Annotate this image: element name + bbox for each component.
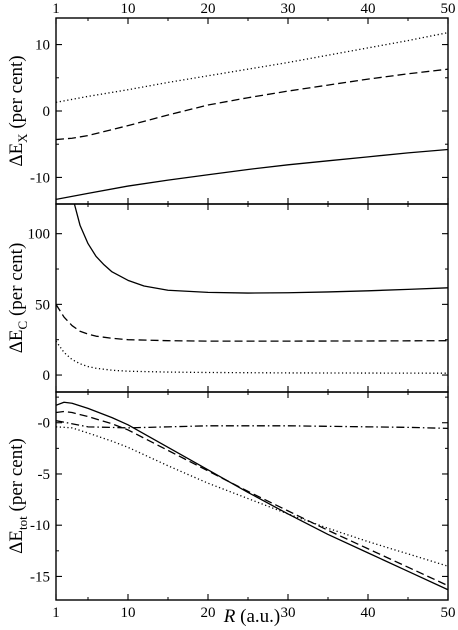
y-axis-label-main: ΔE	[6, 530, 27, 554]
y-tick-label: -5	[38, 467, 51, 483]
x-tick-label: 1	[52, 605, 60, 621]
series-solid-line	[73, 204, 448, 294]
y-axis-label: ΔEC (per cent)	[6, 243, 30, 354]
series-dotted-line	[56, 426, 448, 567]
series-dashed-line	[56, 304, 448, 342]
x-tick-label: 50	[441, 1, 456, 17]
series-dotted-line	[56, 31, 448, 103]
y-axis-label-subscript: X	[15, 133, 30, 143]
y-axis-label: ΔEtot (per cent)	[6, 438, 30, 554]
x-tick-label: 10	[121, 605, 136, 621]
y-tick-label: 0	[43, 104, 51, 120]
y-tick-label: 0	[43, 368, 51, 384]
series-dashed-line	[56, 68, 448, 141]
y-axis-label-subscript: C	[15, 321, 30, 330]
y-tick-label: -10	[30, 518, 50, 534]
y-axis-label-subscript: tot	[15, 516, 30, 530]
x-tick-label: 20	[201, 1, 216, 17]
series-solid-line	[56, 401, 448, 591]
y-tick-label: 100	[28, 227, 51, 243]
y-axis-label-unit: (per cent)	[6, 438, 27, 516]
series-dashdot-line	[56, 420, 448, 430]
y-tick-label: -15	[30, 569, 50, 585]
x-tick-label: 1	[52, 1, 60, 17]
y-axis-label-unit: (per cent)	[6, 55, 27, 133]
x-tick-label: 40	[361, 605, 376, 621]
y-tick-label: -10	[30, 170, 50, 186]
x-tick-label: 40	[361, 1, 376, 17]
y-tick-label: 10	[35, 38, 50, 54]
y-axis-label-main: ΔE	[6, 329, 27, 353]
x-axis-label: R (a.u.)	[223, 606, 280, 627]
plot-frame	[55, 203, 449, 393]
panel-2: 100 50 0 ΔEC (per cent)	[6, 203, 449, 393]
plot-frame	[55, 391, 449, 601]
y-axis-label-main: ΔE	[6, 143, 27, 167]
y-axis-label-unit: (per cent)	[6, 243, 27, 321]
y-tick-label: -0	[38, 416, 51, 432]
y-axis-label: ΔEX (per cent)	[6, 55, 30, 166]
x-axis-label-symbol: R	[223, 606, 236, 627]
series-solid-line	[56, 148, 448, 200]
y-tick-label: 50	[35, 297, 50, 313]
series-dotted-line	[56, 340, 448, 374]
plot-frame	[55, 17, 449, 205]
panel-1: 10 0 -10 1 10 20 30 40 50 ΔEX (per cent)	[6, 1, 456, 205]
x-axis-label-unit: (a.u.)	[235, 606, 280, 627]
x-tick-label: 10	[121, 1, 136, 17]
x-tick-label: 30	[281, 605, 296, 621]
x-tick-label: 50	[441, 605, 456, 621]
panel-3: -0 -5 -10 -15 1 10 20 30 40 50 ΔEtot (per cent) R (…	[6, 391, 456, 627]
x-tick-label: 20	[201, 605, 216, 621]
series-dashed-line	[56, 410, 448, 587]
x-tick-label: 30	[281, 1, 296, 17]
